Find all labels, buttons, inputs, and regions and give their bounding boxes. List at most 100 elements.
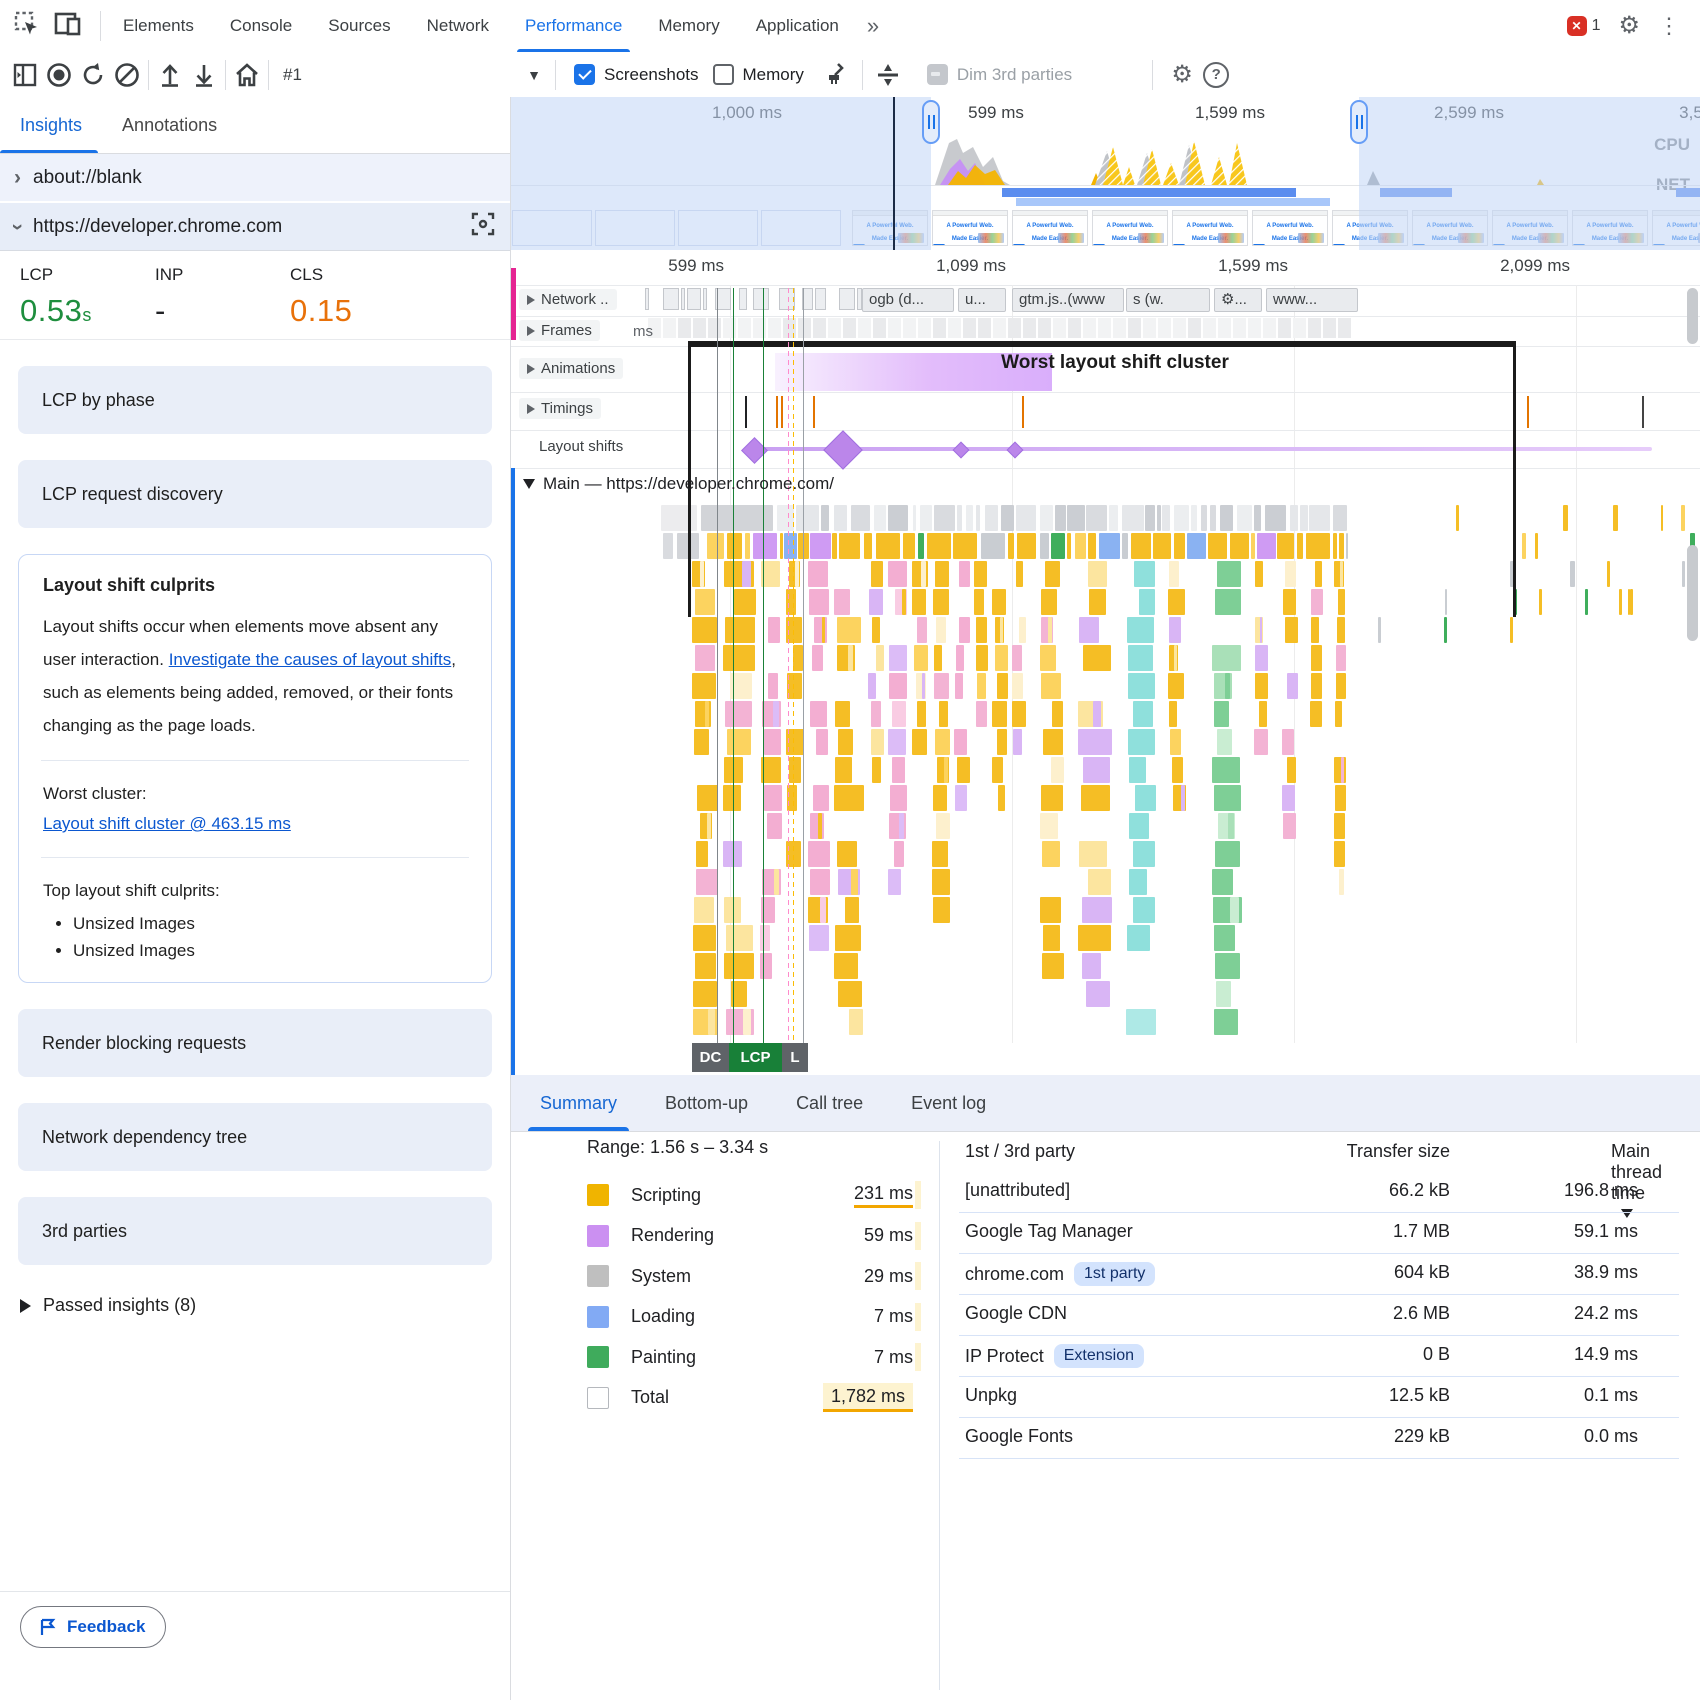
reload-and-record-button[interactable] bbox=[76, 58, 110, 92]
home-icon[interactable] bbox=[230, 58, 264, 92]
flame-event[interactable] bbox=[1310, 645, 1323, 671]
flame-event[interactable] bbox=[722, 645, 756, 671]
flame-event[interactable] bbox=[934, 729, 950, 755]
flame-event[interactable] bbox=[1332, 505, 1347, 531]
flame-event[interactable] bbox=[954, 785, 968, 811]
flame-event[interactable] bbox=[696, 785, 718, 811]
flame-event[interactable] bbox=[1346, 533, 1348, 559]
flame-event[interactable] bbox=[1012, 673, 1023, 699]
flame-event[interactable] bbox=[1191, 505, 1197, 531]
flame-event[interactable] bbox=[1214, 785, 1242, 811]
flame-event[interactable] bbox=[812, 785, 829, 811]
flame-event[interactable] bbox=[870, 701, 882, 727]
sidebar-item-about-blank[interactable]: › about://blank bbox=[0, 154, 510, 203]
sidebar-item-developer-chrome[interactable]: › https://developer.chrome.com bbox=[0, 203, 510, 251]
flame-event[interactable] bbox=[1168, 561, 1179, 587]
flame-event[interactable] bbox=[912, 505, 916, 531]
frame-cell[interactable] bbox=[843, 318, 856, 338]
flame-event[interactable] bbox=[1286, 673, 1298, 699]
layout-shift-culprits-card[interactable]: Layout shift culprits Layout shifts occu… bbox=[18, 554, 492, 983]
flame-event[interactable] bbox=[1042, 925, 1061, 951]
flame-event[interactable] bbox=[724, 617, 756, 643]
flame-event[interactable] bbox=[742, 1009, 752, 1035]
layout-shift-diamond[interactable] bbox=[823, 430, 863, 470]
flame-event[interactable] bbox=[934, 673, 949, 699]
flame-event[interactable] bbox=[1040, 785, 1064, 811]
flame-event[interactable] bbox=[1456, 505, 1460, 531]
marker-flag-l[interactable]: L bbox=[782, 1043, 808, 1072]
flame-event[interactable] bbox=[700, 561, 704, 587]
col-header-transfer-size[interactable]: Transfer size bbox=[1346, 1141, 1450, 1161]
frame-cell[interactable] bbox=[873, 318, 886, 338]
profile-select[interactable]: #1 ▼ bbox=[283, 64, 541, 84]
frame-cell[interactable] bbox=[918, 318, 931, 338]
flame-event[interactable] bbox=[980, 533, 1005, 559]
flame-event[interactable] bbox=[1510, 561, 1515, 587]
frame-cell[interactable] bbox=[783, 318, 796, 338]
flame-event[interactable] bbox=[1200, 505, 1208, 531]
frame-cell[interactable] bbox=[1248, 318, 1261, 338]
network-request[interactable] bbox=[680, 288, 686, 310]
flame-event[interactable] bbox=[795, 561, 799, 587]
flame-event[interactable] bbox=[1297, 533, 1303, 559]
flame-event[interactable] bbox=[1012, 645, 1022, 671]
flame-event[interactable] bbox=[809, 533, 832, 559]
flame-event[interactable] bbox=[996, 673, 1008, 699]
flame-event[interactable] bbox=[1018, 617, 1026, 643]
track-timings[interactable]: Timings bbox=[519, 398, 601, 419]
more-tabs-icon[interactable]: » bbox=[866, 13, 880, 38]
flame-event[interactable] bbox=[767, 617, 781, 643]
table-row[interactable] bbox=[959, 1295, 1679, 1336]
flame-event[interactable] bbox=[1078, 925, 1112, 951]
layout-shift-cluster-bar[interactable] bbox=[775, 353, 1052, 391]
flame-event[interactable] bbox=[955, 673, 964, 699]
flame-event[interactable] bbox=[902, 589, 906, 615]
flame-event[interactable] bbox=[1138, 589, 1155, 615]
frame-cell[interactable] bbox=[1293, 318, 1306, 338]
flame-event[interactable] bbox=[878, 561, 883, 587]
frame-cell[interactable] bbox=[1278, 318, 1291, 338]
flame-event[interactable] bbox=[1170, 729, 1181, 755]
flame-event[interactable] bbox=[692, 673, 717, 699]
flame-event[interactable] bbox=[1250, 533, 1255, 559]
flame-event[interactable] bbox=[1311, 617, 1319, 643]
flame-event[interactable] bbox=[997, 785, 1006, 811]
feedback-button[interactable]: Feedback bbox=[20, 1606, 167, 1648]
timing-marker[interactable] bbox=[776, 396, 778, 428]
flame-event[interactable] bbox=[992, 701, 1008, 727]
flame-event[interactable] bbox=[786, 589, 797, 615]
insight-card-3rd-parties[interactable]: 3rd parties bbox=[18, 1197, 492, 1265]
timing-marker[interactable] bbox=[745, 396, 747, 428]
memory-checkbox[interactable] bbox=[712, 64, 734, 85]
flame-event[interactable] bbox=[965, 505, 973, 531]
flame-event[interactable] bbox=[818, 813, 823, 839]
flame-event[interactable] bbox=[1135, 785, 1156, 811]
flame-event[interactable] bbox=[1050, 533, 1065, 559]
flame-event[interactable] bbox=[1078, 729, 1112, 755]
toggle-sidebar-icon[interactable] bbox=[8, 58, 42, 92]
collect-garbage-icon[interactable] bbox=[818, 58, 852, 92]
track-layout-shifts[interactable]: Layout shifts bbox=[539, 438, 624, 455]
flame-event[interactable] bbox=[763, 785, 782, 811]
flame-event[interactable] bbox=[1334, 813, 1346, 839]
flame-event[interactable] bbox=[957, 505, 962, 531]
flame-event[interactable] bbox=[1088, 561, 1108, 587]
flame-event[interactable] bbox=[1443, 617, 1448, 643]
flame-event[interactable] bbox=[974, 561, 987, 587]
sidebar-tab-annotations[interactable]: Annotations bbox=[122, 114, 218, 135]
layout-shift-diamond[interactable] bbox=[952, 441, 970, 459]
flame-event[interactable] bbox=[725, 701, 753, 727]
flame-event[interactable] bbox=[1082, 757, 1111, 783]
network-request[interactable] bbox=[645, 288, 649, 310]
tab-application[interactable]: Application bbox=[755, 16, 839, 35]
flame-event[interactable] bbox=[888, 561, 908, 587]
flame-event[interactable] bbox=[760, 561, 780, 587]
flame-event[interactable] bbox=[933, 645, 943, 671]
flame-event[interactable] bbox=[1570, 561, 1575, 587]
flame-event[interactable] bbox=[933, 505, 955, 531]
flame-event[interactable] bbox=[849, 1009, 864, 1035]
flame-event[interactable] bbox=[704, 701, 710, 727]
flame-event[interactable] bbox=[837, 981, 862, 1007]
flame-event[interactable] bbox=[1051, 701, 1064, 727]
flame-event[interactable] bbox=[975, 617, 988, 643]
